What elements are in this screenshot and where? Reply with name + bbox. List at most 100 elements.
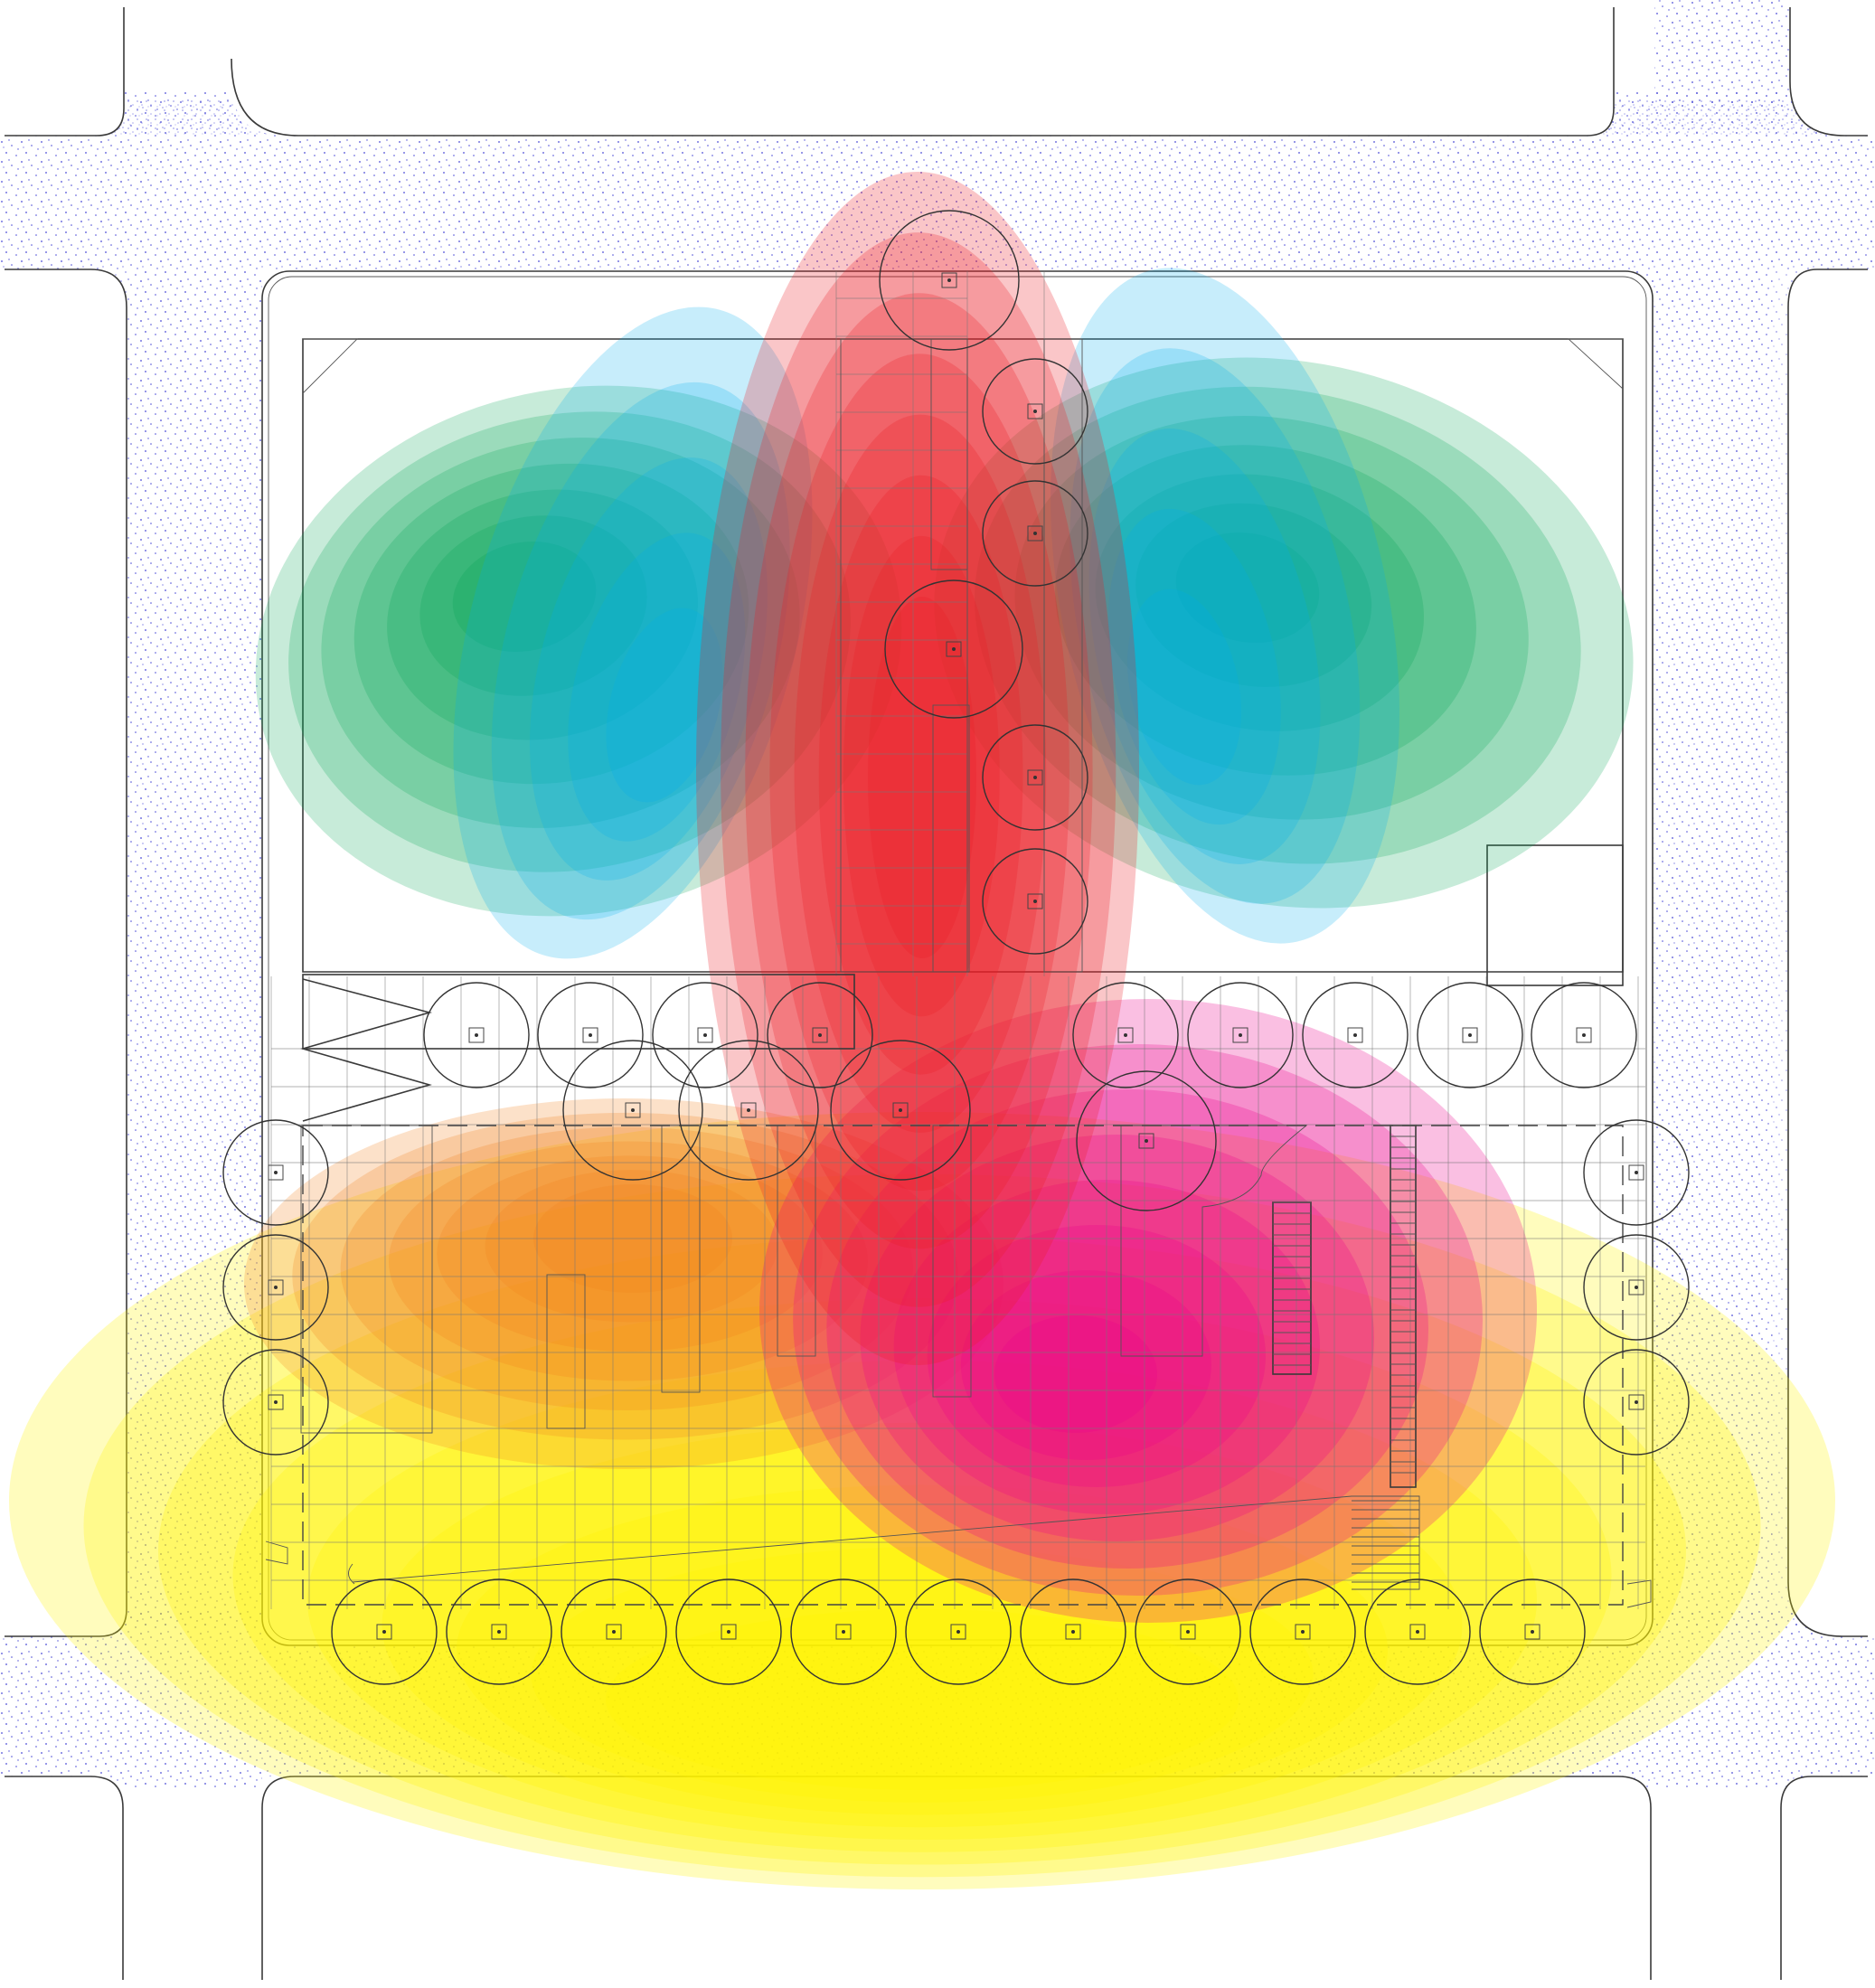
tree: [1479, 1578, 1586, 1685]
tree: [982, 480, 1088, 587]
tree-pit: [1295, 1624, 1311, 1640]
tree-canopy: [678, 1040, 819, 1181]
zone-blue-right-layer: [1088, 429, 1321, 864]
zone-blue-left-layer: [568, 532, 746, 842]
tree-canopy: [767, 982, 873, 1088]
tree-trunk: [274, 1171, 278, 1174]
tree-pit: [946, 641, 962, 657]
zone-green-right: [934, 357, 1634, 909]
tree: [1417, 982, 1523, 1088]
tree-trunk: [475, 1033, 478, 1037]
tree-canopy: [675, 1578, 782, 1685]
tree-trunk: [1468, 1033, 1472, 1037]
tree-pit: [1027, 893, 1043, 909]
tree-canopy: [1531, 982, 1637, 1088]
zone-green-right-layer: [934, 357, 1634, 909]
tree-pit: [268, 1164, 284, 1181]
zone-green-left: [255, 385, 902, 917]
tree-trunk: [956, 1630, 960, 1634]
tree-canopy: [1583, 1349, 1690, 1456]
tree: [879, 210, 1020, 351]
tree-pit: [721, 1624, 737, 1640]
tree-trunk: [1071, 1630, 1075, 1634]
tree-pit: [1576, 1027, 1592, 1043]
tree: [1020, 1578, 1126, 1685]
tree-trunk: [952, 647, 956, 651]
tree: [905, 1578, 1012, 1685]
zone-green-left-layer: [288, 411, 851, 872]
tree-canopy: [830, 1040, 971, 1181]
tree-trunk: [842, 1630, 845, 1634]
tree-trunk: [612, 1630, 616, 1634]
site-block: [261, 270, 1654, 1646]
zone-green-left-layer: [353, 463, 749, 785]
tree-canopy: [652, 982, 758, 1088]
tree: [562, 1040, 703, 1181]
tree-trunk: [1635, 1286, 1638, 1289]
curb-lines: [5, 7, 1868, 1980]
zone-yellow-layer: [9, 1112, 1835, 1889]
tree-canopy: [1249, 1578, 1356, 1685]
zone-green-right-layer: [1014, 416, 1529, 820]
tree-pit: [740, 1102, 757, 1118]
tree-pit: [468, 1027, 485, 1043]
tree: [1583, 1119, 1690, 1226]
zone-red-layer: [696, 172, 1139, 1365]
tree: [675, 1578, 782, 1685]
zone-orange-layer: [485, 1170, 777, 1323]
zone-magenta-layer: [960, 1270, 1211, 1460]
tree-canopy: [1187, 982, 1294, 1088]
zone-orange-layer: [437, 1155, 823, 1352]
tree-pit: [268, 1394, 284, 1410]
tree: [1135, 1578, 1241, 1685]
tree-pit: [582, 1027, 598, 1043]
tree: [830, 1040, 971, 1181]
tree: [982, 848, 1088, 955]
tree-canopy: [561, 1578, 667, 1685]
tree-trunk: [1531, 1630, 1534, 1634]
tree-canopy: [982, 358, 1088, 465]
tree-canopy: [423, 982, 530, 1088]
trees: [222, 210, 1690, 1685]
tree: [222, 1349, 329, 1456]
zone-blue-right-layer: [1051, 268, 1399, 944]
zone-blue-right-layer: [1107, 508, 1281, 825]
zone-green-right-layer: [1135, 503, 1372, 687]
tree-trunk: [274, 1400, 278, 1404]
tree: [331, 1578, 438, 1685]
tree-trunk: [274, 1286, 278, 1289]
zone-green-right-layer: [1055, 445, 1476, 776]
tree-canopy: [905, 1578, 1012, 1685]
zone-red-layer: [769, 353, 1069, 1192]
tree-canopy: [562, 1040, 703, 1181]
tree: [1187, 982, 1294, 1088]
tree: [652, 982, 758, 1088]
tree-trunk: [899, 1108, 902, 1112]
tree-pit: [1180, 1624, 1196, 1640]
zone-blue-right-layer: [1069, 348, 1361, 904]
zone-blue-left-layer: [606, 608, 723, 803]
tree-pit: [1628, 1279, 1644, 1295]
tree-pit: [835, 1624, 852, 1640]
zone-orange: [244, 1098, 1003, 1469]
tree-canopy: [1364, 1578, 1471, 1685]
zone-green-left-layer: [387, 489, 698, 740]
tree-pit: [1065, 1624, 1081, 1640]
tree: [1583, 1349, 1690, 1456]
tree-pit: [1628, 1394, 1644, 1410]
tree-trunk: [1033, 532, 1037, 535]
tree: [1364, 1578, 1471, 1685]
tree: [767, 982, 873, 1088]
zone-red-layer: [818, 475, 1023, 1075]
tree-trunk: [1635, 1171, 1638, 1174]
stair-hatching: [1273, 1125, 1419, 1583]
tree-canopy: [222, 1349, 329, 1456]
tree: [1583, 1234, 1690, 1341]
tree: [982, 358, 1088, 465]
tree-canopy: [982, 848, 1088, 955]
tree: [537, 982, 644, 1088]
tree-trunk: [1033, 410, 1037, 413]
tree-canopy: [1020, 1578, 1126, 1685]
tree-pit: [1027, 403, 1043, 419]
